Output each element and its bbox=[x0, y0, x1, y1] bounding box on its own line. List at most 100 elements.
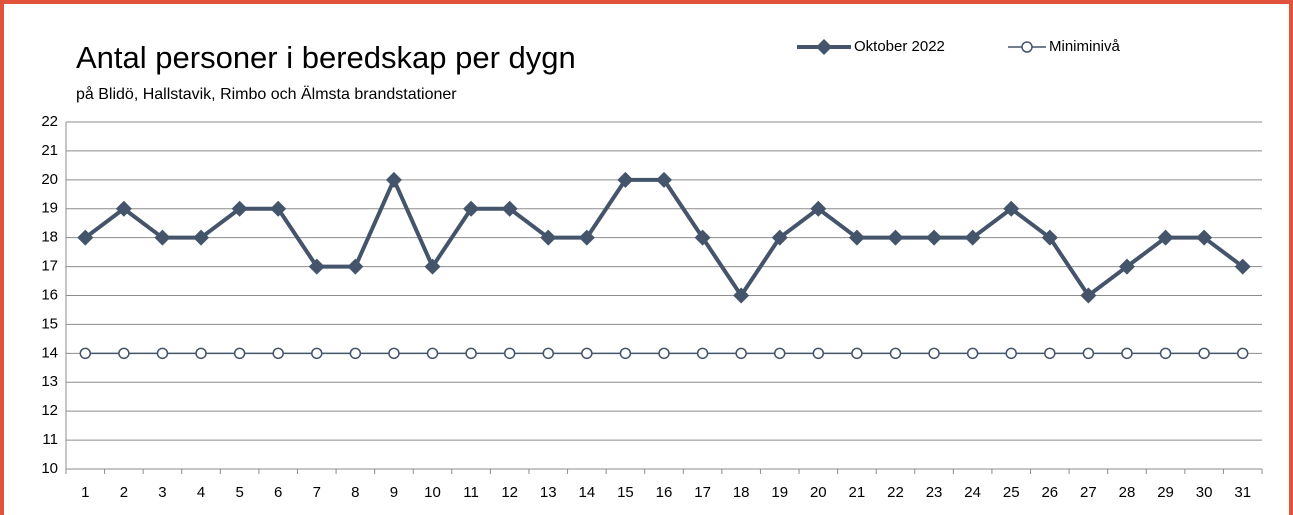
x-tick-label: 26 bbox=[1041, 484, 1058, 501]
legend-label: Miniminivå bbox=[1049, 38, 1121, 55]
x-tick-label: 13 bbox=[540, 484, 557, 501]
x-tick-label: 23 bbox=[926, 484, 943, 501]
data-point bbox=[388, 347, 400, 360]
x-tick-label: 1 bbox=[81, 484, 89, 501]
data-point bbox=[1003, 200, 1020, 217]
data-point bbox=[926, 229, 943, 246]
data-point bbox=[311, 347, 323, 360]
y-tick-label: 20 bbox=[41, 171, 58, 188]
data-point bbox=[694, 229, 711, 246]
y-tick-label: 11 bbox=[42, 431, 58, 448]
data-point bbox=[463, 200, 480, 217]
y-tick-label: 19 bbox=[41, 200, 58, 217]
y-tick-label: 12 bbox=[41, 402, 58, 419]
data-point bbox=[349, 347, 362, 360]
x-tick-label: 7 bbox=[313, 484, 321, 501]
data-point bbox=[115, 200, 132, 217]
data-point bbox=[773, 347, 786, 360]
x-tick-label: 15 bbox=[617, 484, 634, 501]
data-point bbox=[1005, 347, 1017, 360]
y-tick-label: 10 bbox=[41, 460, 58, 477]
x-tick-label: 31 bbox=[1234, 484, 1251, 501]
data-point bbox=[889, 347, 902, 360]
x-tick-label: 14 bbox=[578, 484, 595, 501]
data-point bbox=[1041, 229, 1058, 246]
x-tick-label: 6 bbox=[274, 484, 282, 501]
x-tick-label: 27 bbox=[1080, 484, 1097, 501]
x-tick-label: 8 bbox=[351, 484, 359, 501]
x-tick-label: 24 bbox=[964, 484, 981, 501]
data-point bbox=[424, 258, 441, 275]
data-point bbox=[540, 229, 557, 246]
x-tick-label: 11 bbox=[463, 484, 479, 501]
x-tick-label: 18 bbox=[733, 484, 750, 501]
x-tick-label: 19 bbox=[771, 484, 788, 501]
data-point bbox=[270, 200, 287, 217]
y-tick-label: 17 bbox=[41, 258, 58, 275]
data-point bbox=[308, 258, 325, 275]
data-point bbox=[154, 229, 171, 246]
data-point bbox=[195, 347, 207, 360]
data-point bbox=[1080, 287, 1097, 304]
data-point bbox=[928, 347, 940, 360]
data-point bbox=[735, 347, 747, 360]
y-tick-label: 15 bbox=[41, 315, 58, 332]
x-tick-label: 12 bbox=[501, 484, 518, 501]
x-tick-label: 22 bbox=[887, 484, 904, 501]
data-point bbox=[77, 229, 94, 246]
chart-title: Antal personer i beredskap per dygn bbox=[76, 40, 576, 75]
x-tick-label: 2 bbox=[120, 484, 128, 501]
x-tick-label: 30 bbox=[1196, 484, 1213, 501]
x-tick-label: 9 bbox=[390, 484, 398, 501]
legend-marker bbox=[1021, 41, 1033, 53]
data-point bbox=[771, 229, 788, 246]
data-point bbox=[426, 347, 439, 360]
x-tick-label: 17 bbox=[694, 484, 711, 501]
data-point bbox=[1198, 347, 1210, 360]
data-point bbox=[1157, 229, 1174, 246]
data-point bbox=[465, 347, 477, 360]
x-tick-label: 4 bbox=[197, 484, 205, 501]
data-point bbox=[812, 347, 825, 360]
data-point bbox=[696, 347, 709, 360]
y-tick-label: 14 bbox=[41, 344, 58, 361]
x-tick-label: 25 bbox=[1003, 484, 1020, 501]
data-point bbox=[1082, 347, 1095, 360]
data-point bbox=[1234, 258, 1251, 275]
x-tick-label: 10 bbox=[424, 484, 441, 501]
data-point bbox=[966, 347, 979, 360]
data-point bbox=[542, 347, 555, 360]
y-tick-label: 16 bbox=[41, 286, 58, 303]
data-point bbox=[503, 347, 516, 360]
legend-marker bbox=[816, 39, 832, 55]
data-point bbox=[231, 200, 248, 217]
data-point bbox=[578, 229, 595, 246]
y-tick-label: 13 bbox=[41, 373, 58, 390]
y-tick-label: 21 bbox=[41, 142, 58, 159]
data-point bbox=[233, 347, 246, 360]
data-point bbox=[385, 171, 402, 188]
data-point bbox=[656, 171, 672, 188]
data-point bbox=[733, 287, 750, 304]
data-point bbox=[964, 229, 981, 246]
data-point bbox=[79, 347, 92, 360]
y-tick-label: 18 bbox=[41, 229, 58, 246]
data-point bbox=[658, 347, 670, 360]
data-point bbox=[1044, 347, 1056, 360]
data-point bbox=[156, 347, 169, 360]
x-tick-label: 21 bbox=[849, 484, 866, 501]
data-point bbox=[1118, 258, 1135, 275]
data-point bbox=[1121, 347, 1133, 360]
y-tick-label: 22 bbox=[41, 113, 58, 130]
x-tick-label: 20 bbox=[810, 484, 827, 501]
x-tick-label: 16 bbox=[656, 484, 673, 501]
data-point bbox=[1196, 229, 1213, 246]
data-point bbox=[193, 229, 210, 246]
data-point bbox=[887, 229, 904, 246]
data-point bbox=[581, 347, 593, 360]
chart-subtitle: på Blidö, Hallstavik, Rimbo och Älmsta b… bbox=[76, 85, 457, 103]
data-point bbox=[619, 347, 632, 360]
data-point bbox=[1159, 347, 1172, 360]
